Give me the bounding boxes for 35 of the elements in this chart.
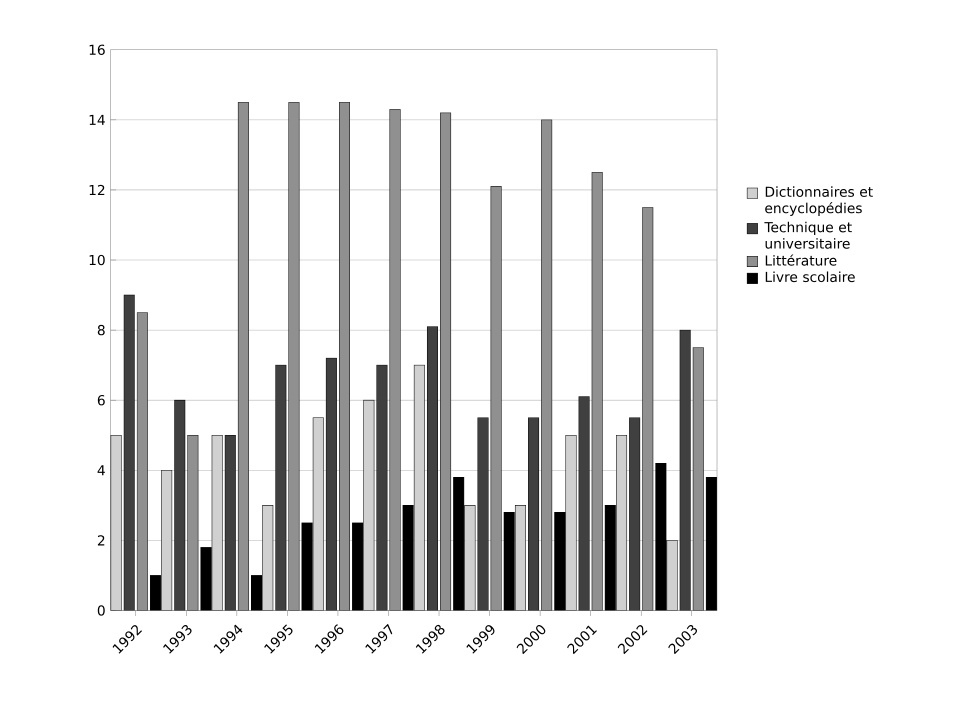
bar — [326, 358, 337, 611]
bar — [124, 294, 135, 611]
bar — [426, 326, 438, 611]
bar — [275, 365, 286, 611]
y-tick-label: 6 — [98, 395, 105, 406]
bar — [490, 186, 502, 611]
y-tick-label: 4 — [98, 465, 105, 476]
y-tick-label: 10 — [90, 254, 105, 266]
legend-label: Livre scolaire — [766, 272, 855, 282]
bar — [706, 477, 717, 611]
y-tick-label: 12 — [90, 184, 104, 196]
bar — [187, 435, 198, 611]
bar — [642, 207, 654, 611]
y-tick-label: 0 — [98, 605, 105, 616]
bar — [528, 418, 540, 611]
y-tick-label: 14 — [90, 115, 105, 126]
bar — [136, 312, 148, 611]
bar — [110, 435, 122, 611]
bar — [288, 102, 300, 611]
bar — [478, 418, 489, 611]
legend-label: Littérature — [766, 254, 836, 266]
bar — [238, 102, 249, 611]
legend-label: Dictionnaires et encyclopédies — [765, 186, 873, 216]
bar — [338, 102, 350, 611]
bar — [440, 112, 452, 611]
y-tick-label: 8 — [98, 325, 105, 336]
legend-label: Technique et universitaire — [764, 222, 852, 249]
bar — [578, 396, 590, 611]
bar — [174, 400, 186, 611]
y-tick-label: 2 — [98, 535, 104, 546]
bar — [629, 418, 640, 611]
bar — [390, 109, 401, 611]
y-tick-label: 16 — [90, 44, 105, 56]
bar — [541, 120, 552, 611]
bar — [376, 365, 388, 611]
